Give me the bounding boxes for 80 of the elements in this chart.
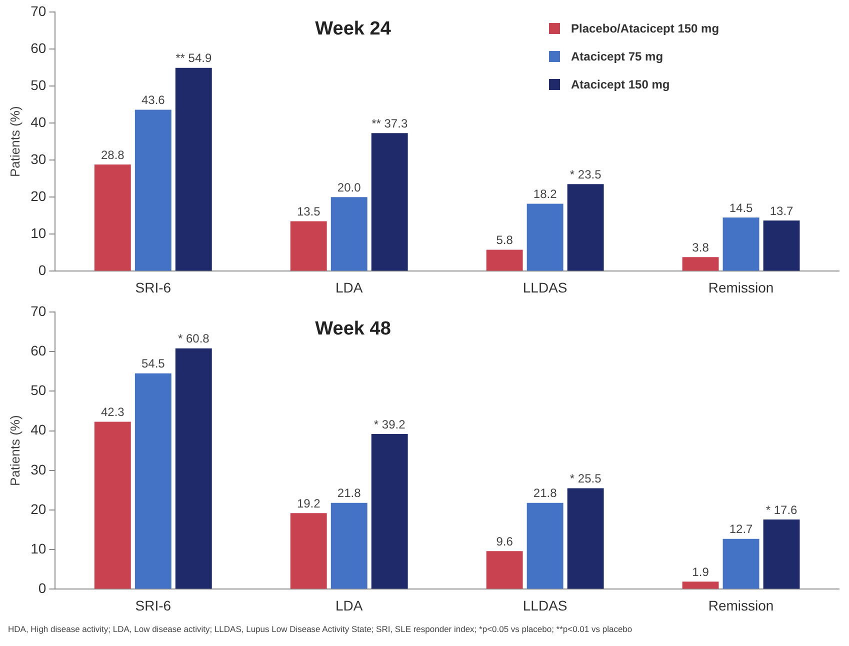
x-tick-label: LDA <box>335 279 364 296</box>
data-label: * 17.6 <box>766 502 798 517</box>
legend-label: Placebo/Atacicept 150 mg <box>571 21 720 36</box>
bar <box>290 513 327 589</box>
data-label: * 60.8 <box>178 332 210 346</box>
data-label: * 23.5 <box>570 167 602 182</box>
data-label: 12.7 <box>729 522 754 536</box>
bar <box>567 184 604 271</box>
bar <box>682 582 719 589</box>
data-label: 28.8 <box>100 148 125 162</box>
y-axis-title: Patients (%) <box>7 415 22 486</box>
data-label: 18.2 <box>533 187 558 202</box>
legend-label: Atacicept 75 mg <box>571 49 664 64</box>
data-label: 9.6 <box>496 534 514 548</box>
bar <box>175 348 212 589</box>
chart-title: Week 48 <box>315 318 391 340</box>
data-label: 13.5 <box>296 204 321 219</box>
text: HDA, High disease activity; LDA, Low disease activity; LLDAS, Lupus Low Disease Activity State; SRI, SLE responder index; *p<0.05 vs placebo; **p<0.01 vs placebo <box>7 623 634 636</box>
y-tick-label: 20 <box>30 500 46 517</box>
y-tick-label: 0 <box>38 262 46 278</box>
data-label: 14.5 <box>729 200 754 215</box>
y-tick-label: 0 <box>38 580 46 596</box>
bar <box>371 133 408 271</box>
bar <box>290 221 327 271</box>
data-label: * 39.2 <box>374 417 406 432</box>
bar <box>682 257 719 271</box>
data-label: 19.2 <box>296 496 321 510</box>
y-tick-label: 70 <box>30 2 46 19</box>
y-tick-label: 30 <box>30 461 46 478</box>
bar <box>526 204 564 271</box>
chart-title: Week 24 <box>315 18 392 40</box>
data-label: * 25.5 <box>570 472 602 486</box>
bar <box>94 422 131 589</box>
y-tick-label: 50 <box>30 382 46 398</box>
bar <box>526 502 564 589</box>
x-tick-label: SRI-6 <box>135 279 172 296</box>
data-label: 21.8 <box>337 486 362 500</box>
data-label: ** 37.3 <box>372 116 408 130</box>
x-tick-label: Remission <box>708 279 774 296</box>
bar <box>134 110 172 271</box>
data-label: 21.8 <box>533 486 558 500</box>
x-tick-label: LLDAS <box>522 597 568 614</box>
bar <box>134 373 172 589</box>
y-tick-label: 60 <box>30 40 46 56</box>
data-label: 13.7 <box>770 204 794 218</box>
legend-label: Atacicept 150 mg <box>571 77 670 92</box>
data-label: 5.8 <box>496 233 514 248</box>
y-tick-label: 10 <box>30 540 46 556</box>
data-label: 1.9 <box>692 564 710 579</box>
y-tick-label: 60 <box>30 342 46 358</box>
data-label: 42.3 <box>100 405 125 420</box>
bar <box>486 551 523 589</box>
bar <box>175 68 212 271</box>
data-label: 43.6 <box>141 93 166 108</box>
bar <box>371 434 408 589</box>
bar <box>486 250 523 271</box>
y-tick-label: 40 <box>30 422 46 438</box>
data-label: 54.5 <box>141 356 166 371</box>
data-label: ** 54.9 <box>176 51 212 66</box>
y-axis-title: Patients (%) <box>7 106 22 178</box>
y-tick-label: 70 <box>30 302 46 319</box>
bar <box>330 197 368 271</box>
bar <box>763 520 800 589</box>
data-label: 20.0 <box>337 180 362 194</box>
bar <box>330 502 368 589</box>
bar <box>567 488 604 589</box>
y-tick-label: 10 <box>30 225 46 242</box>
x-tick-label: LDA <box>335 597 364 614</box>
x-tick-label: LLDAS <box>522 279 568 296</box>
bar <box>722 218 760 271</box>
y-tick-label: 30 <box>30 150 46 167</box>
y-tick-label: 50 <box>30 76 46 93</box>
x-tick-label: Remission <box>708 597 774 614</box>
bar <box>94 164 131 271</box>
y-tick-label: 40 <box>30 114 46 130</box>
data-label: 3.8 <box>692 240 710 254</box>
bar <box>722 538 760 589</box>
bar <box>763 220 800 271</box>
y-tick-label: 20 <box>30 188 46 204</box>
x-tick-label: SRI-6 <box>135 597 172 614</box>
